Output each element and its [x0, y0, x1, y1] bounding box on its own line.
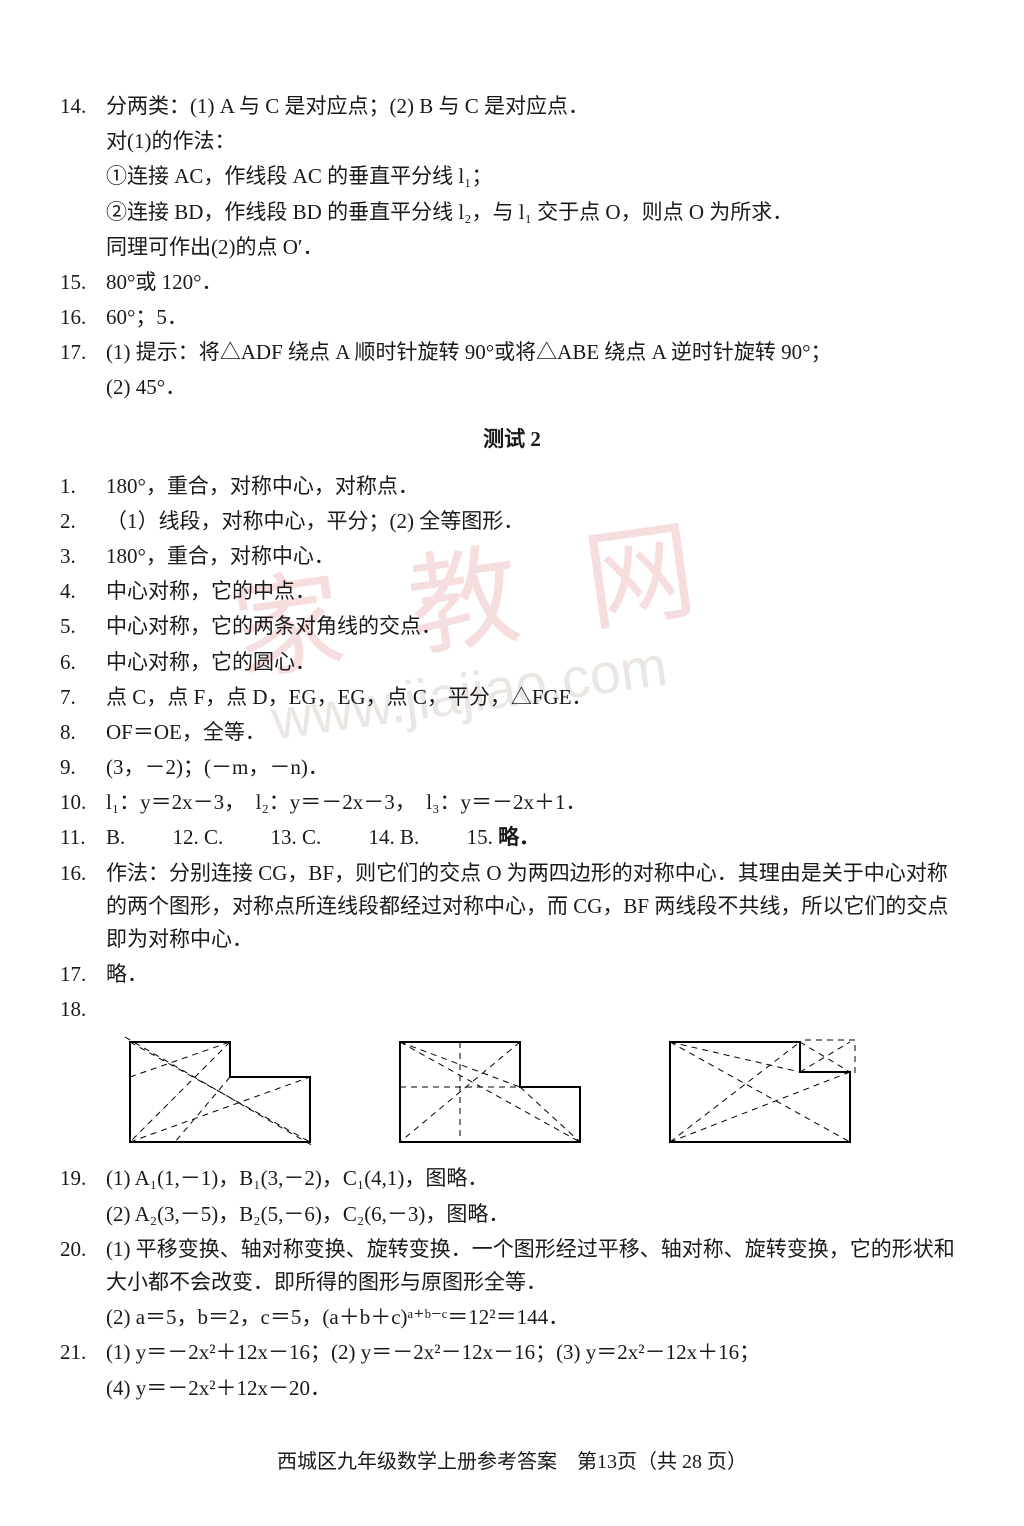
mc-ans-12: C. — [204, 825, 223, 849]
mc-ans-11: B. — [106, 825, 125, 849]
answer-t2-21: 21. (1) y＝－2x²＋12x－16；(2) y＝－2x²－12x－16；… — [60, 1336, 964, 1369]
item-number: 17. — [60, 336, 106, 369]
answer-t2-19-line: (2) A₂(3,－5)，B₂(5,－6)，C₂(6,－3)，图略． — [106, 1198, 964, 1231]
answer-14-line: ①连接 AC，作线段 AC 的垂直平分线 l₁； — [106, 160, 964, 193]
answer-t2-16: 16. 作法：分别连接 CG，BF，则它们的交点 O 为两四边形的对称中心．其理… — [60, 857, 964, 957]
item-number: 4. — [60, 575, 106, 608]
figure-18-b — [390, 1032, 590, 1152]
item-body: 180°，重合，对称中心． — [106, 540, 964, 573]
answer-15: 15. 80°或 120°． — [60, 266, 964, 299]
answer-t2-7: 7. 点 C，点 F，点 D，EG，EG，点 C，平分，△FGE． — [60, 681, 964, 714]
item-body: 点 C，点 F，点 D，EG，EG，点 C，平分，△FGE． — [106, 681, 964, 714]
mc-ans-15: 略． — [498, 825, 540, 849]
item-number: 9. — [60, 751, 106, 784]
item-body: 中心对称，它的中点． — [106, 575, 964, 608]
item-number: 15. — [60, 266, 106, 299]
answer-t2-2: 2. （1）线段，对称中心，平分；(2) 全等图形． — [60, 505, 964, 538]
item-body: (1) 提示：将△ADF 绕点 A 顺时针旋转 90°或将△ABE 绕点 A 逆… — [106, 336, 964, 369]
answer-14-line: 同理可作出(2)的点 O′． — [106, 231, 964, 264]
item-number: 7. — [60, 681, 106, 714]
figure-18-c — [660, 1032, 860, 1152]
item-body: 60°；5． — [106, 301, 964, 334]
answer-t2-17: 17. 略． — [60, 958, 964, 991]
item-body: (3，－2)；(－m，－n)． — [106, 751, 964, 784]
item-body: (1) A₁(1,－1)，B₁(3,－2)，C₁(4,1)，图略． — [106, 1162, 964, 1195]
item-body: OF＝OE，全等． — [106, 716, 964, 749]
answer-t2-19: 19. (1) A₁(1,－1)，B₁(3,－2)，C₁(4,1)，图略． — [60, 1162, 964, 1195]
mc-num-14: 14. — [369, 825, 395, 849]
mc-ans-13: C. — [302, 825, 321, 849]
figure-18-a — [120, 1032, 320, 1152]
item-number: 14. — [60, 90, 106, 123]
item-body — [106, 993, 964, 1026]
item-number: 20. — [60, 1233, 106, 1299]
item-number: 11. — [60, 821, 106, 854]
item-body: 中心对称，它的圆心． — [106, 646, 964, 679]
answer-t2-mc-row: 11. B. 12. C. 13. C. 14. B. 15. 略． — [60, 821, 964, 854]
answer-t2-21-line: (4) y＝－2x²＋12x－20． — [106, 1372, 964, 1405]
item-number: 19. — [60, 1162, 106, 1195]
answer-14: 14. 分两类：(1) A 与 C 是对应点；(2) B 与 C 是对应点． — [60, 90, 964, 123]
answer-t2-9: 9. (3，－2)；(－m，－n)． — [60, 751, 964, 784]
answer-14-line: ②连接 BD，作线段 BD 的垂直平分线 l₂，与 l₁ 交于点 O，则点 O … — [106, 196, 964, 229]
item-number: 8. — [60, 716, 106, 749]
item-body: (1) y＝－2x²＋12x－16；(2) y＝－2x²－12x－16；(3) … — [106, 1336, 964, 1369]
item-number: 16. — [60, 301, 106, 334]
figure-row-18 — [120, 1032, 964, 1152]
item-number: 18. — [60, 993, 106, 1026]
answer-16: 16. 60°；5． — [60, 301, 964, 334]
item-body: (1) 平移变换、轴对称变换、旋转变换．一个图形经过平移、轴对称、旋转变换，它的… — [106, 1233, 964, 1299]
answer-t2-8: 8. OF＝OE，全等． — [60, 716, 964, 749]
answer-t2-1: 1. 180°，重合，对称中心，对称点． — [60, 470, 964, 503]
answer-t2-3: 3. 180°，重合，对称中心． — [60, 540, 964, 573]
answer-t2-4: 4. 中心对称，它的中点． — [60, 575, 964, 608]
item-body: 分两类：(1) A 与 C 是对应点；(2) B 与 C 是对应点． — [106, 90, 964, 123]
answer-14-line: 对(1)的作法： — [106, 125, 964, 158]
answer-t2-20-line: (2) a＝5，b＝2，c＝5，(a＋b＋c)ᵃ⁺ᵇ⁻ᶜ＝12²＝144． — [106, 1301, 964, 1334]
item-number: 1. — [60, 470, 106, 503]
mc-num-15: 15. — [467, 825, 493, 849]
item-number: 2. — [60, 505, 106, 538]
item-body: 中心对称，它的两条对角线的交点． — [106, 610, 964, 643]
item-body: 80°或 120°． — [106, 266, 964, 299]
answer-17-line: (2) 45°． — [106, 371, 964, 404]
section-title-test2: 测试 2 — [60, 423, 964, 456]
item-number: 6. — [60, 646, 106, 679]
mc-row-body: B. 12. C. 13. C. 14. B. 15. 略． — [106, 821, 964, 854]
page-footer: 西城区九年级数学上册参考答案 第13页（共 28 页） — [60, 1447, 964, 1479]
mc-num-12: 12. — [173, 825, 199, 849]
item-body: 180°，重合，对称中心，对称点． — [106, 470, 964, 503]
item-body: l₁：y＝2x－3， l₂：y＝－2x－3， l₃：y＝－2x＋1． — [106, 786, 964, 819]
item-number: 17. — [60, 958, 106, 991]
mc-num-13: 13. — [271, 825, 297, 849]
item-number: 5. — [60, 610, 106, 643]
item-number: 10. — [60, 786, 106, 819]
item-body: （1）线段，对称中心，平分；(2) 全等图形． — [106, 505, 964, 538]
answer-17: 17. (1) 提示：将△ADF 绕点 A 顺时针旋转 90°或将△ABE 绕点… — [60, 336, 964, 369]
answer-t2-5: 5. 中心对称，它的两条对角线的交点． — [60, 610, 964, 643]
answer-t2-6: 6. 中心对称，它的圆心． — [60, 646, 964, 679]
item-body: 略． — [106, 958, 964, 991]
mc-ans-14: B. — [400, 825, 419, 849]
answer-t2-10: 10. l₁：y＝2x－3， l₂：y＝－2x－3， l₃：y＝－2x＋1． — [60, 786, 964, 819]
item-body: 作法：分别连接 CG，BF，则它们的交点 O 为两四边形的对称中心．其理由是关于… — [106, 857, 964, 957]
answer-t2-20: 20. (1) 平移变换、轴对称变换、旋转变换．一个图形经过平移、轴对称、旋转变… — [60, 1233, 964, 1299]
item-number: 16. — [60, 857, 106, 957]
page-content: 14. 分两类：(1) A 与 C 是对应点；(2) B 与 C 是对应点． 对… — [0, 0, 1024, 1518]
item-number: 21. — [60, 1336, 106, 1369]
answer-t2-18: 18. — [60, 993, 964, 1026]
item-number: 3. — [60, 540, 106, 573]
